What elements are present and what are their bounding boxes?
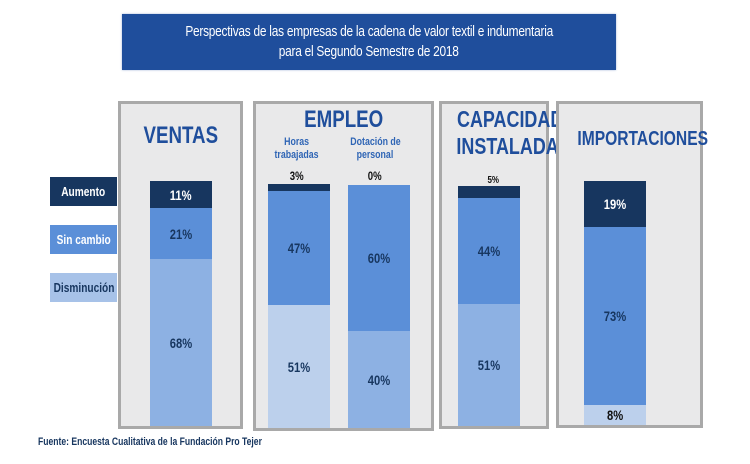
bar-segment-sin-cambio: 60% xyxy=(348,185,410,331)
panel-title-empleo: EMPLEO xyxy=(303,106,384,133)
panel-title-importaciones: IMPORTACIONES xyxy=(577,128,709,150)
legend-label-disminucion: Disminución xyxy=(53,280,114,295)
bar-horas-trabajadas: 47% 51% xyxy=(268,184,330,428)
data-label-disminucion: 68% xyxy=(169,334,193,351)
bar-segment-sin-cambio: 44% xyxy=(458,198,520,304)
bar-label-horas-trabajadas: Horas trabajadas xyxy=(274,136,320,161)
panel-title-ventas: VENTAS xyxy=(143,122,218,149)
bar-segment-disminucion: 51% xyxy=(268,305,330,428)
data-label-horas-aumento: 3% xyxy=(290,169,304,183)
bar-capacidad-instalada: 44% 51% xyxy=(458,186,520,426)
bar-segment-aumento: 19% xyxy=(584,181,646,227)
bar-segment-sin-cambio: 21% xyxy=(150,208,212,259)
bar-segment-sin-cambio: 47% xyxy=(268,191,330,305)
panel-importaciones: IMPORTACIONES 19% 73% 8% xyxy=(556,101,709,428)
data-label-aumento: 19% xyxy=(603,196,627,212)
bar-segment-disminucion: 68% xyxy=(150,259,212,426)
legend-disminucion: Disminución xyxy=(50,273,117,302)
bar-segment-aumento: 11% xyxy=(150,181,212,208)
legend-sin-cambio: Sin cambio xyxy=(50,225,117,254)
bar-segment-sin-cambio: 73% xyxy=(584,227,646,405)
data-label-sin-cambio: 47% xyxy=(287,240,311,256)
panel-empleo: EMPLEO Horas trabajadas Dotación de pers… xyxy=(253,101,434,431)
bar-segment-disminucion: 51% xyxy=(458,304,520,426)
bar-label-dotacion-personal: Dotación de personal xyxy=(349,136,401,161)
data-label-disminucion: 51% xyxy=(287,358,311,375)
panel-title-capacidad-instalada: CAPACIDAD INSTALADA xyxy=(456,106,564,159)
legend-label-aumento: Aumento xyxy=(61,184,106,199)
data-label-dotacion-aumento: 0% xyxy=(368,169,382,183)
data-label-sin-cambio: 44% xyxy=(477,243,501,259)
bar-segment-disminucion: 8% xyxy=(584,405,646,425)
bar-ventas: 11% 21% 68% xyxy=(150,181,212,426)
bar-segment-disminucion: 40% xyxy=(348,331,410,428)
data-label-sin-cambio: 21% xyxy=(169,225,193,242)
chart-title: Perspectivas de las empresas de la caden… xyxy=(122,14,616,70)
title-line-1: Perspectivas de las empresas de la caden… xyxy=(185,24,553,40)
bar-importaciones: 19% 73% 8% xyxy=(584,181,646,425)
source-note: Fuente: Encuesta Cualitativa de la Funda… xyxy=(38,436,262,448)
bar-segment-aumento xyxy=(458,186,520,198)
data-label-disminucion: 40% xyxy=(367,371,391,388)
data-label-sin-cambio: 60% xyxy=(367,250,391,266)
panel-capacidad-instalada: CAPACIDAD INSTALADA 5% 44% 51% xyxy=(439,101,564,429)
data-label-disminucion: 8% xyxy=(606,407,624,423)
data-label-aumento: 11% xyxy=(170,186,192,203)
legend-aumento: Aumento xyxy=(50,177,117,206)
panel-ventas: VENTAS 11% 21% 68% xyxy=(118,101,243,429)
data-label-sin-cambio: 73% xyxy=(603,308,627,324)
legend-label-sin-cambio: Sin cambio xyxy=(56,232,111,247)
bar-dotacion-personal: 60% 40% xyxy=(348,185,410,428)
data-label-disminucion: 51% xyxy=(477,357,501,373)
data-label-capacidad-aumento: 5% xyxy=(487,175,499,186)
bar-segment-aumento xyxy=(268,184,330,191)
title-line-2: para el Segundo Semestre de 2018 xyxy=(279,44,459,60)
